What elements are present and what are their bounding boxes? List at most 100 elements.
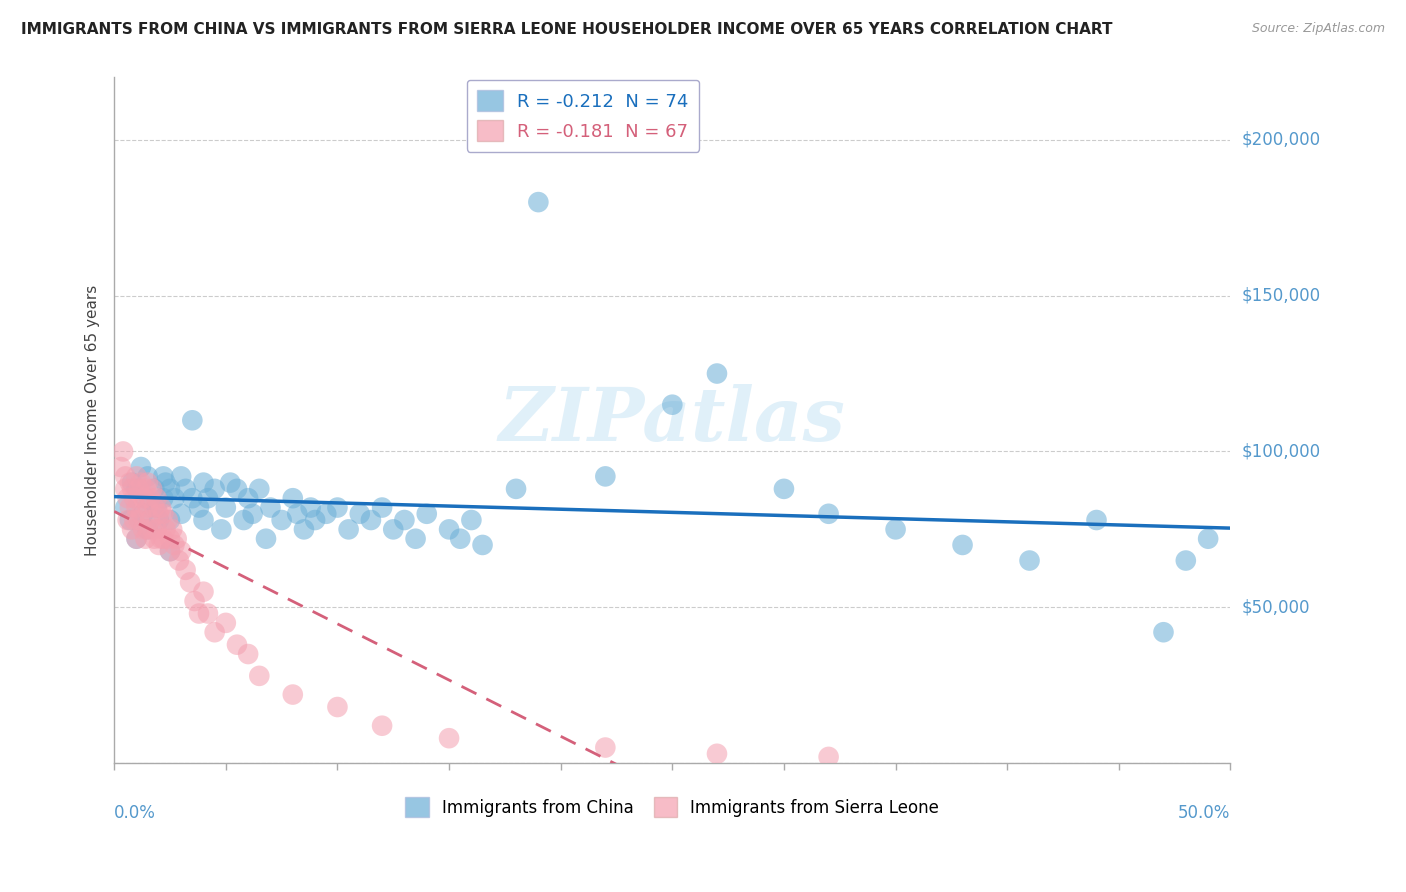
Point [437,522,460,536]
Text: 50.0%: 50.0% [1178,805,1230,822]
Point [1085,513,1108,527]
Point [136,522,159,536]
Point [394,513,416,527]
Point [285,507,308,521]
Point [215,615,238,630]
Point [132,522,155,536]
Point [118,475,141,490]
Point [143,532,166,546]
Point [254,532,277,546]
Point [292,522,315,536]
Point [134,491,156,506]
Point [150,500,173,515]
Point [204,625,226,640]
Point [148,538,170,552]
Point [145,522,167,536]
Point [337,522,360,536]
Point [349,507,371,521]
Point [299,500,322,515]
Point [163,491,186,506]
Y-axis label: Householder Income Over 65 years: Householder Income Over 65 years [86,285,100,556]
Point [505,482,527,496]
Point [129,475,152,490]
Point [281,491,304,506]
Point [159,544,181,558]
Point [159,544,181,558]
Point [226,482,249,496]
Point [162,522,184,536]
Point [139,513,162,527]
Point [152,532,174,546]
Point [159,532,181,546]
Point [125,532,148,546]
Point [236,491,259,506]
Point [193,475,215,490]
Point [219,475,242,490]
Point [121,482,143,496]
Point [148,513,170,527]
Point [174,482,197,496]
Point [156,513,179,527]
Point [193,513,215,527]
Point [471,538,494,552]
Point [125,532,148,546]
Point [134,482,156,496]
Point [114,500,136,515]
Point [170,469,193,483]
Point [136,500,159,515]
Point [136,522,159,536]
Point [128,513,150,527]
Point [170,544,193,558]
Point [326,700,349,714]
Point [706,367,728,381]
Point [145,500,167,515]
Point [145,491,167,506]
Point [167,553,190,567]
Point [117,491,139,506]
Point [124,491,146,506]
Point [132,507,155,521]
Point [952,538,974,552]
Text: ZIPatlas: ZIPatlas [499,384,846,457]
Point [416,507,439,521]
Point [242,507,264,521]
Point [152,469,174,483]
Point [209,522,232,536]
Point [1197,532,1219,546]
Text: Source: ZipAtlas.com: Source: ZipAtlas.com [1251,22,1385,36]
Point [155,522,177,536]
Point [134,532,156,546]
Point [326,500,349,515]
Point [270,513,292,527]
Text: IMMIGRANTS FROM CHINA VS IMMIGRANTS FROM SIERRA LEONE HOUSEHOLDER INCOME OVER 65: IMMIGRANTS FROM CHINA VS IMMIGRANTS FROM… [21,22,1112,37]
Point [170,507,193,521]
Point [163,538,186,552]
Point [166,532,188,546]
Point [1174,553,1197,567]
Legend: Immigrants from China, Immigrants from Sierra Leone: Immigrants from China, Immigrants from S… [399,791,946,823]
Point [125,469,148,483]
Point [152,491,174,506]
Text: $50,000: $50,000 [1241,599,1310,616]
Point [197,607,219,621]
Text: $150,000: $150,000 [1241,286,1320,304]
Point [181,491,204,506]
Text: $200,000: $200,000 [1241,131,1320,149]
Point [188,500,211,515]
Point [181,413,204,427]
Point [193,584,215,599]
Point [183,594,205,608]
Point [259,500,281,515]
Point [121,522,143,536]
Point [139,491,162,506]
Point [148,507,170,521]
Point [188,607,211,621]
Point [1018,553,1040,567]
Point [1153,625,1175,640]
Point [595,469,617,483]
Point [215,500,238,515]
Point [360,513,382,527]
Point [152,507,174,521]
Point [527,195,550,210]
Point [150,532,173,546]
